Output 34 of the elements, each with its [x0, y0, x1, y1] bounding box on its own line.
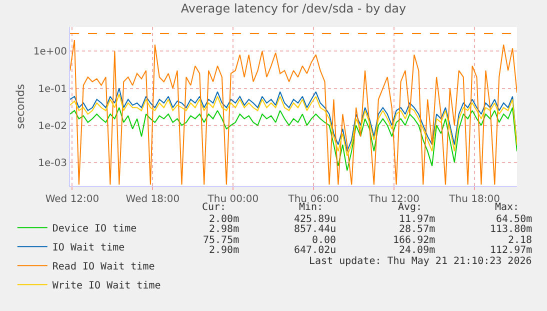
y-axis-title: seconds	[14, 84, 28, 129]
legend-label: IO Wait time	[52, 242, 125, 254]
y-tick-label: 1e-03	[38, 158, 67, 169]
text: 28.57m	[399, 224, 436, 235]
text: 2.00m	[209, 214, 240, 225]
text: Max:	[495, 202, 520, 213]
text: 2.98m	[209, 224, 240, 235]
text: 857.44u	[294, 224, 336, 235]
chart-title: Average latency for /dev/sda - by day	[180, 1, 406, 16]
line-series	[70, 107, 517, 172]
text: Cur:	[202, 202, 226, 213]
y-tick-label: 1e-02	[38, 120, 67, 132]
x-tick-label: Wed 12:00	[45, 194, 100, 205]
legend-label: Write IO Wait time	[52, 280, 161, 292]
y-tick-label: 1e+00	[33, 46, 67, 58]
text: 64.50m	[496, 214, 532, 225]
text: 112.97m	[490, 245, 532, 256]
text: 2.18	[508, 235, 532, 246]
legend-label: Device IO time	[52, 224, 137, 234]
text: 113.80m	[490, 224, 532, 235]
text: 11.97m	[399, 214, 436, 225]
legend-label: Read IO Wait time	[52, 262, 155, 272]
text: Avg:	[398, 202, 422, 213]
text: 2.90m	[209, 245, 240, 256]
text: 0.00	[312, 235, 336, 246]
y-tick-label: 1e-01	[38, 84, 67, 95]
text: 75.75m	[203, 235, 240, 246]
text: 166.92m	[393, 235, 436, 246]
text: 647.02u	[294, 245, 336, 256]
text: Last update: Thu May 21 21:10:23 2026	[309, 256, 532, 267]
x-tick-label: Wed 18:00	[126, 194, 180, 205]
text: 425.89u	[294, 214, 336, 225]
text: Min:	[299, 202, 324, 213]
text: 24.09m	[399, 245, 436, 256]
